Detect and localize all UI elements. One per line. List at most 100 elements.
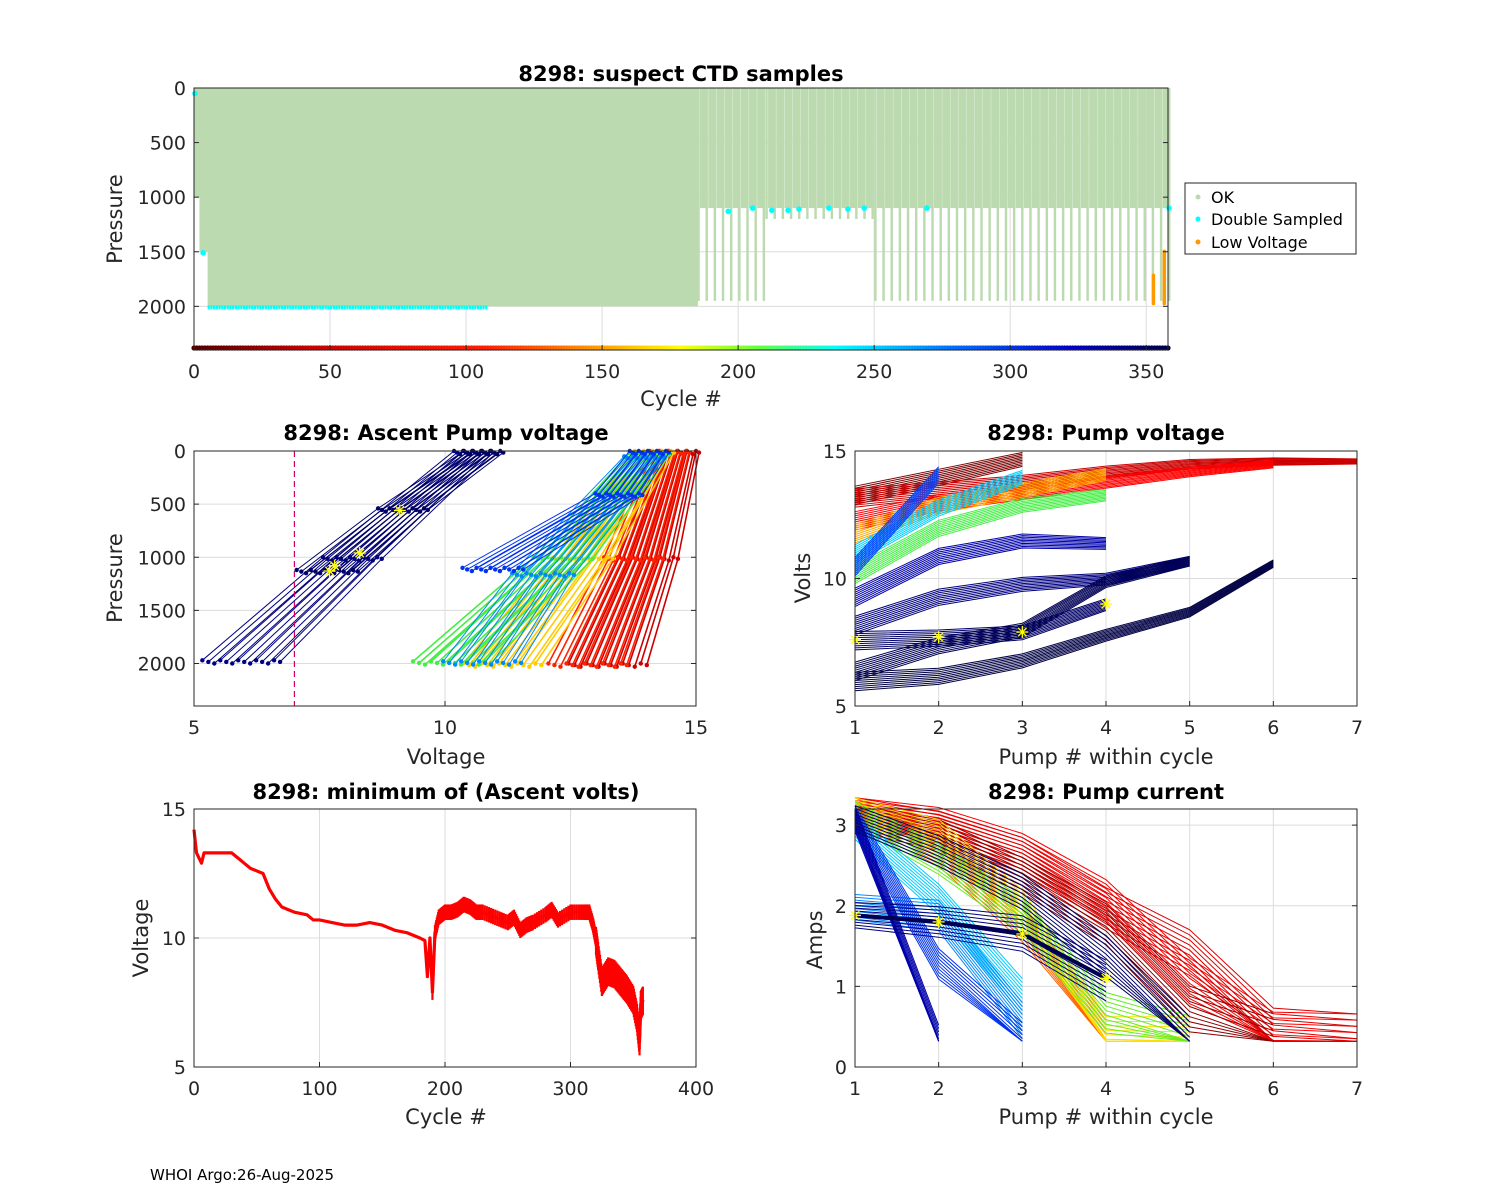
ascent-sample-point bbox=[638, 558, 643, 563]
double-sampled-marker bbox=[414, 305, 417, 310]
ascent-sample-point bbox=[543, 572, 548, 577]
ok-sample-column bbox=[561, 88, 565, 307]
double-sampled-marker bbox=[419, 305, 422, 310]
ok-sample-column bbox=[917, 88, 922, 209]
ok-sample-column bbox=[283, 88, 288, 308]
pump-voltage-line bbox=[854, 565, 1274, 688]
ok-sample-column bbox=[330, 88, 334, 308]
ascent-sample-point bbox=[611, 494, 616, 499]
pump-current-line bbox=[854, 818, 1190, 1042]
ok-sample-column bbox=[574, 88, 579, 307]
ok-sample-column bbox=[991, 88, 995, 209]
ok-sample-column bbox=[207, 88, 211, 308]
ok-sample-column bbox=[1051, 88, 1055, 209]
double-sampled-marker bbox=[406, 305, 409, 310]
ok-sample-column bbox=[811, 88, 815, 209]
ok-sample-column bbox=[966, 88, 970, 209]
ascent-sample-point bbox=[636, 491, 641, 496]
pump-current-line bbox=[854, 810, 1191, 1028]
ok-sample-column bbox=[651, 88, 655, 307]
ok-sample-column bbox=[724, 88, 728, 209]
ok-sample-column bbox=[270, 88, 274, 308]
ascent-sample-point bbox=[618, 492, 623, 498]
ok-sample-column bbox=[686, 88, 690, 307]
ok-sample-column bbox=[289, 88, 293, 308]
double-sampled-marker bbox=[466, 305, 469, 310]
y-tick-label: 1500 bbox=[138, 600, 186, 622]
ascent-sample-point bbox=[218, 658, 223, 663]
ascent-sample-point bbox=[552, 570, 558, 576]
x-axis-label: Pump # within cycle bbox=[999, 1105, 1214, 1129]
x-axis-label: Cycle # bbox=[640, 387, 722, 411]
ok-sample-column bbox=[580, 88, 584, 307]
pump-current-line bbox=[854, 813, 1191, 1033]
ok-sample-column bbox=[202, 88, 206, 252]
ok-sample-column bbox=[1159, 88, 1163, 301]
ok-sample-column bbox=[844, 88, 848, 209]
ascent-sample-point bbox=[547, 574, 553, 579]
ok-sample-column bbox=[615, 88, 620, 307]
ok-sample-column bbox=[479, 88, 483, 308]
ok-sample-column bbox=[735, 88, 739, 209]
legend-box bbox=[1184, 182, 1357, 255]
ok-sample-column bbox=[610, 88, 614, 307]
x-tick-label: 4 bbox=[1100, 1078, 1112, 1100]
ok-sample-column bbox=[1012, 88, 1016, 301]
double-sampled-marker bbox=[441, 305, 444, 310]
ok-sample-column bbox=[599, 88, 603, 307]
pump-voltage-line bbox=[854, 544, 1107, 603]
ok-sample-column bbox=[520, 88, 524, 307]
ascent-sample-point bbox=[212, 661, 217, 666]
pump-current-line bbox=[854, 816, 1023, 1040]
double-sampled-marker bbox=[297, 305, 300, 310]
ok-sample-column bbox=[1143, 88, 1146, 301]
ok-sample-column bbox=[860, 88, 864, 209]
ok-sample-column bbox=[602, 88, 606, 307]
double-sampled-marker bbox=[449, 305, 452, 310]
ok-sample-column bbox=[746, 88, 749, 301]
ascent-sample-point bbox=[620, 556, 625, 562]
double-sampled-marker bbox=[785, 207, 791, 214]
ascent-sample-point bbox=[671, 555, 676, 560]
pump-voltage-line bbox=[854, 560, 1274, 675]
y-tick-label: 0 bbox=[174, 78, 186, 100]
pump-current-line bbox=[854, 824, 1023, 995]
pump-current-line bbox=[854, 812, 1190, 1037]
y-tick-label: 1500 bbox=[138, 242, 186, 264]
ok-sample-column bbox=[403, 88, 407, 308]
ok-sample-column bbox=[1151, 88, 1155, 301]
ok-sample-column bbox=[430, 88, 435, 308]
ok-sample-column bbox=[324, 88, 328, 308]
pump-current-line bbox=[854, 816, 1191, 1038]
ok-sample-column bbox=[934, 88, 938, 209]
flagged-point-star bbox=[395, 505, 405, 516]
ok-sample-column bbox=[438, 88, 443, 308]
ok-sample-column bbox=[912, 88, 916, 209]
double-sampled-marker bbox=[289, 305, 292, 310]
pump-voltage-line bbox=[854, 482, 940, 577]
ok-sample-column bbox=[487, 88, 492, 307]
pump-voltage-line bbox=[854, 493, 1107, 574]
pump-voltage-line bbox=[854, 470, 940, 563]
pump-current-line bbox=[854, 805, 1358, 1034]
ok-sample-column bbox=[980, 88, 983, 301]
ok-sample-column bbox=[1007, 88, 1011, 209]
double-sampled-marker bbox=[335, 305, 338, 310]
pump-voltage-line bbox=[854, 464, 1274, 525]
ok-sample-column bbox=[637, 88, 641, 307]
pump-voltage-line bbox=[854, 495, 1107, 576]
double-sampled-marker bbox=[438, 305, 442, 310]
ok-sample-column bbox=[849, 88, 854, 209]
ok-sample-column bbox=[262, 88, 266, 308]
ascent-sample-point bbox=[605, 555, 611, 560]
ok-sample-column bbox=[749, 88, 753, 209]
pump-current-line bbox=[854, 816, 940, 1039]
pump-voltage-line bbox=[854, 489, 1107, 568]
ok-sample-column bbox=[890, 88, 893, 301]
ok-sample-column bbox=[659, 88, 663, 307]
ok-sample-column bbox=[689, 88, 693, 307]
ok-sample-column bbox=[863, 88, 866, 219]
pump-current-line bbox=[854, 814, 940, 1036]
ok-sample-column bbox=[466, 88, 470, 308]
ok-sample-column bbox=[297, 88, 301, 308]
